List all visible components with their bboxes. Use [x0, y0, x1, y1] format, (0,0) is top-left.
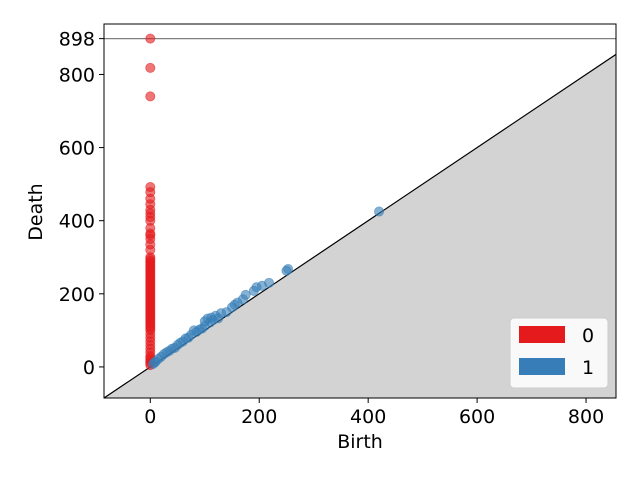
y-axis-ticks: 0 200 400 600 800 898 — [59, 29, 104, 379]
point-h1 — [148, 358, 159, 369]
point-h0 — [145, 91, 156, 102]
x-tick-label: 200 — [241, 406, 277, 428]
legend-swatch-1 — [519, 358, 565, 375]
plot-area — [104, 33, 616, 398]
x-tick-label: 400 — [350, 406, 386, 428]
x-tick-label: 800 — [568, 406, 604, 428]
x-axis-label: Birth — [337, 431, 383, 453]
x-tick-label: 0 — [144, 406, 156, 428]
legend-swatch-0 — [519, 326, 565, 343]
x-tick-label: 600 — [459, 406, 495, 428]
point-h1 — [248, 285, 259, 296]
point-h1 — [374, 206, 385, 217]
legend: 0 1 — [509, 317, 609, 389]
y-tick-label: 800 — [59, 64, 95, 86]
legend-label-1: 1 — [582, 357, 594, 379]
y-tick-label: 0 — [83, 357, 95, 379]
points-layer — [145, 33, 385, 371]
point-h1 — [281, 265, 292, 276]
y-tick-label: 200 — [59, 284, 95, 306]
x-axis-ticks: 0 200 400 600 800 — [144, 398, 604, 428]
legend-label-0: 0 — [582, 325, 594, 347]
point-h0 — [145, 62, 156, 73]
y-axis-label: Death — [25, 183, 47, 240]
plot-frame — [103, 23, 617, 399]
y-tick-label: 400 — [59, 211, 95, 233]
y-tick-label: 898 — [59, 29, 95, 51]
y-tick-label: 600 — [59, 138, 95, 160]
point-h0 — [145, 33, 156, 44]
